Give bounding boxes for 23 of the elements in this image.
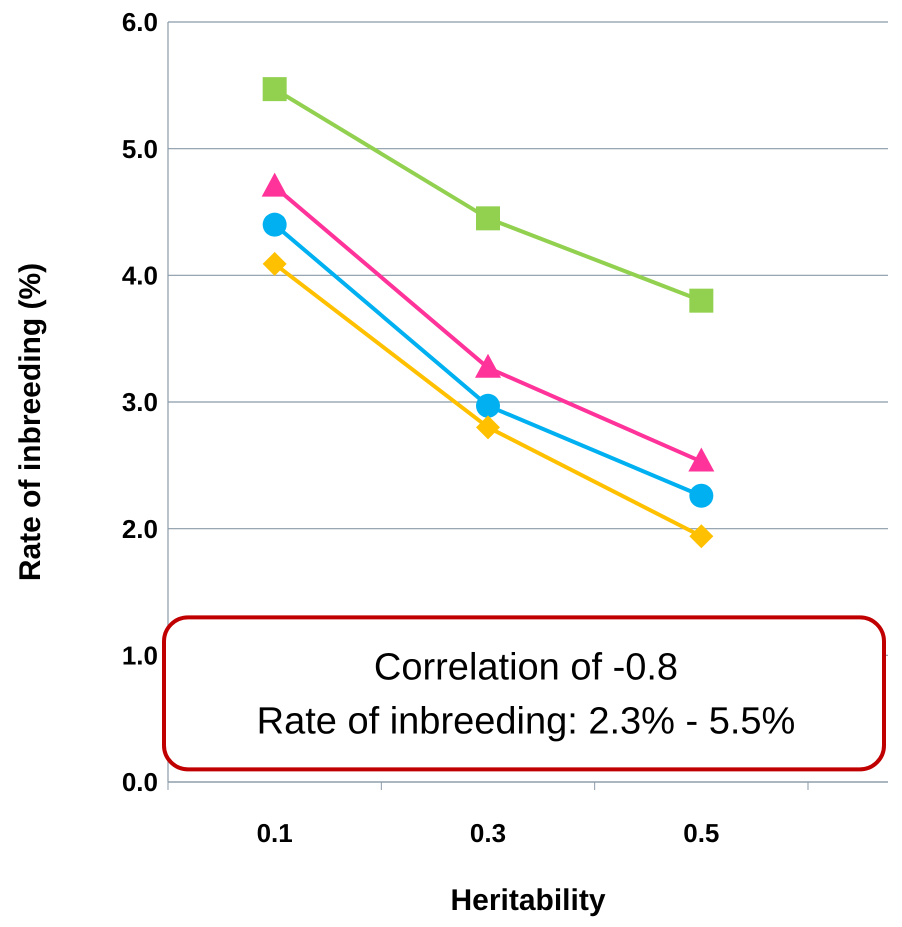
point [262, 212, 287, 237]
point [476, 206, 500, 230]
point [262, 77, 287, 102]
y-tick-label: 6.0 [122, 7, 158, 38]
annotation: Correlation of -0.8 [374, 646, 678, 688]
y-tick-label: 2.0 [122, 514, 158, 544]
y-tick-label: 0.0 [122, 767, 158, 798]
x-tick-label: 0.5 [683, 818, 720, 848]
x-tick-label: 0.3 [470, 818, 506, 848]
point [476, 415, 500, 440]
point [689, 484, 714, 508]
point [689, 524, 714, 548]
y-tick-label: 4.0 [122, 260, 158, 290]
y-tick-label: 3.0 [122, 387, 158, 418]
point [476, 394, 500, 418]
x-axis-title: Heritability [450, 884, 606, 917]
point [262, 252, 287, 276]
annotation: Rate of inbreeding: 2.3% - 5.5% [256, 700, 796, 742]
y-axis-title: Rate of inbreeding (%) [14, 262, 47, 582]
y-tick-label: 1.0 [122, 640, 158, 670]
x-tick-label: 0.1 [256, 818, 293, 848]
point [689, 288, 714, 313]
y-tick-label: 5.0 [122, 134, 158, 164]
